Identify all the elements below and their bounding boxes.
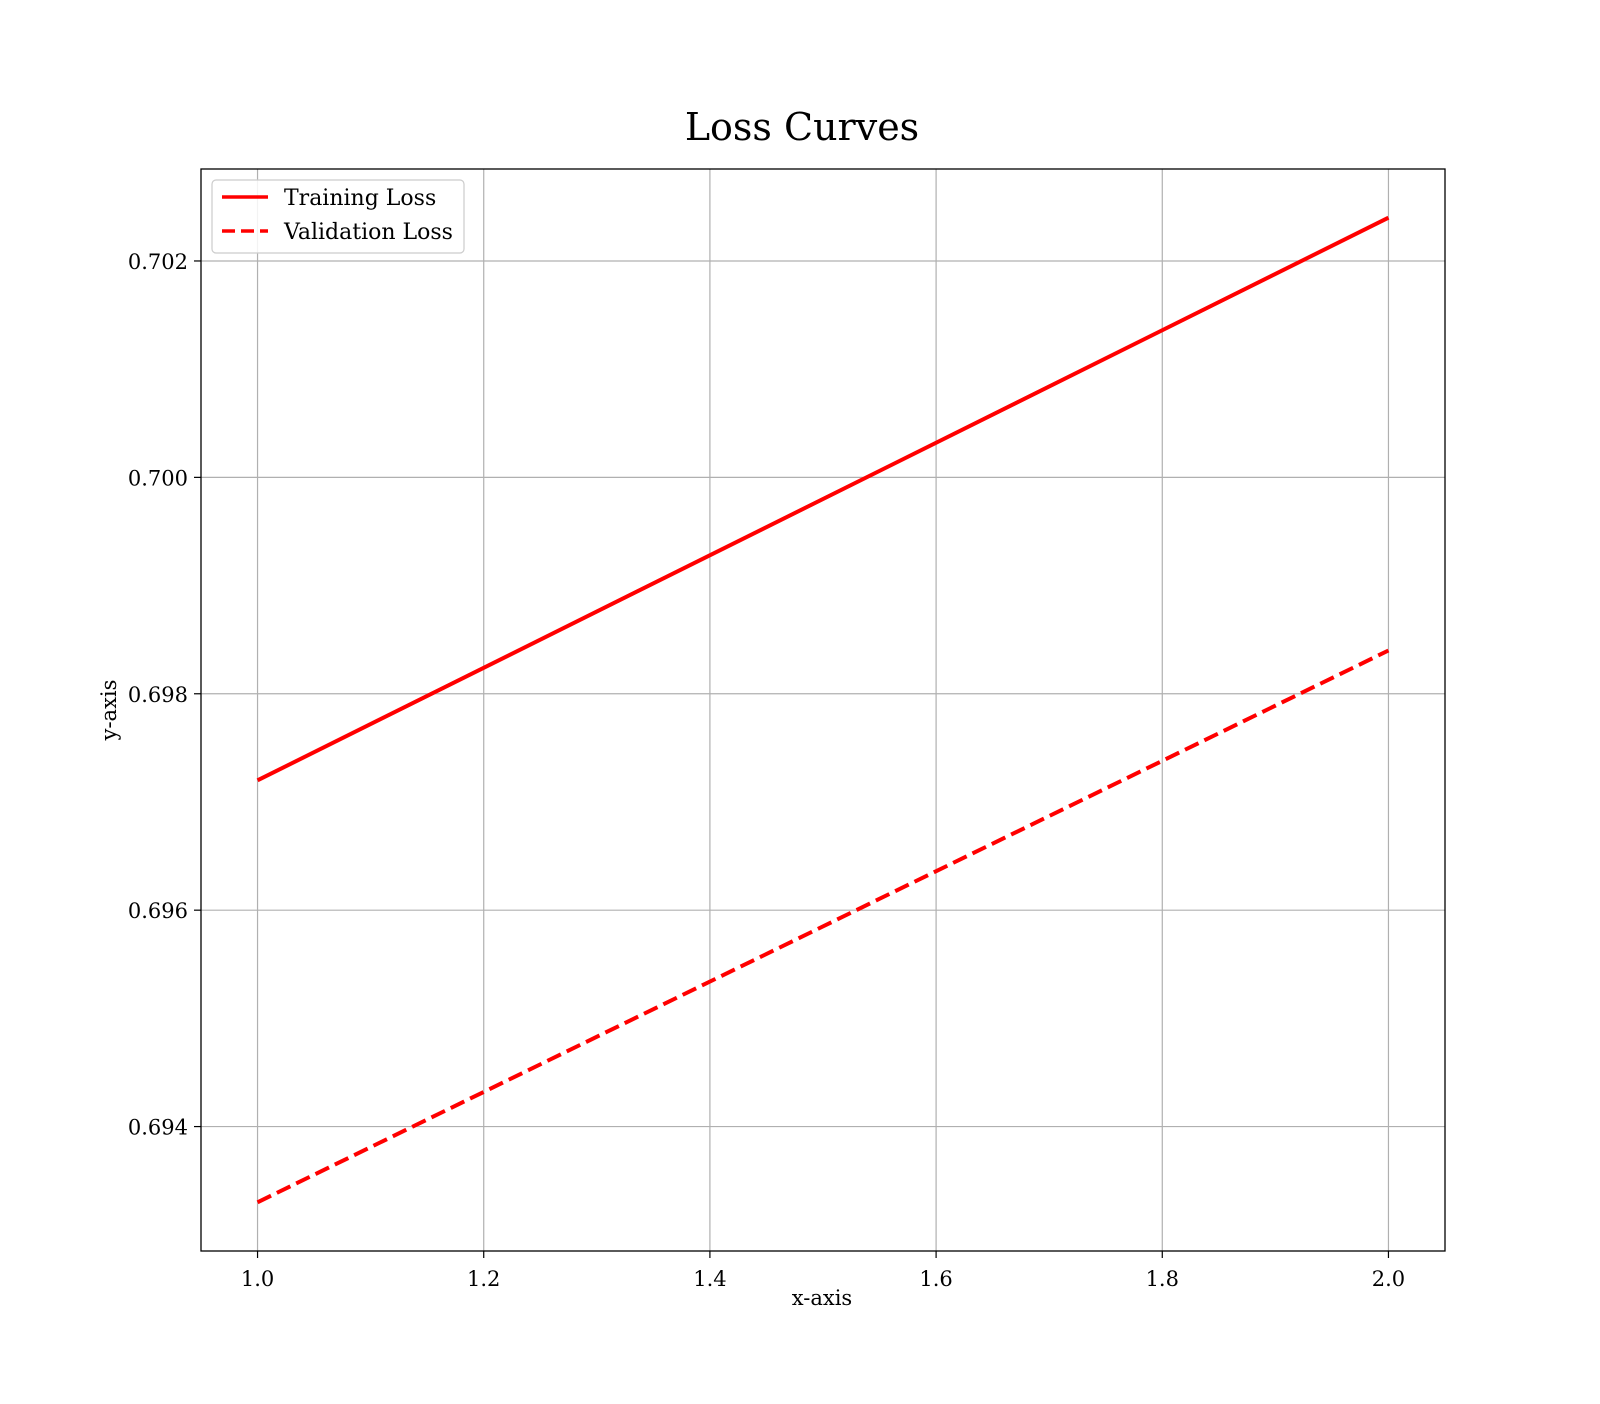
plot-area bbox=[200, 168, 1446, 1252]
x-axis-ticks: 1.0 1.2 1.4 1.6 1.8 2.0 bbox=[241, 1251, 1405, 1291]
x-tick-label: 1.6 bbox=[919, 1267, 952, 1291]
y-tick-label: 0.700 bbox=[128, 466, 188, 490]
y-axis-ticks: 0.694 0.696 0.698 0.700 0.702 bbox=[128, 250, 201, 1140]
y-axis-label: y-axis bbox=[97, 680, 121, 742]
x-axis-label: x-axis bbox=[792, 1286, 852, 1310]
legend-label-validation-loss: Validation Loss bbox=[283, 220, 453, 245]
y-tick-label: 0.702 bbox=[128, 250, 188, 274]
series-layer bbox=[256, 215, 1390, 1205]
y-tick-label: 0.694 bbox=[128, 1116, 188, 1140]
series-line-training-loss bbox=[256, 215, 1390, 783]
legend-label-training-loss: Training Loss bbox=[284, 186, 436, 211]
x-tick-label: 1.0 bbox=[241, 1267, 274, 1291]
legend-box bbox=[211, 179, 465, 254]
chart-title: Loss Curves bbox=[685, 105, 919, 149]
x-tick-label: 1.4 bbox=[693, 1267, 726, 1291]
x-tick-label: 2.0 bbox=[1372, 1267, 1405, 1291]
y-tick-label: 0.698 bbox=[128, 683, 188, 707]
legend: Training Loss Validation Loss bbox=[211, 179, 465, 254]
series-line-validation-loss bbox=[256, 648, 1390, 1205]
y-tick-label: 0.696 bbox=[128, 899, 188, 923]
grid bbox=[201, 169, 1445, 1251]
x-tick-label: 1.2 bbox=[467, 1267, 500, 1291]
x-tick-label: 1.8 bbox=[1146, 1267, 1179, 1291]
